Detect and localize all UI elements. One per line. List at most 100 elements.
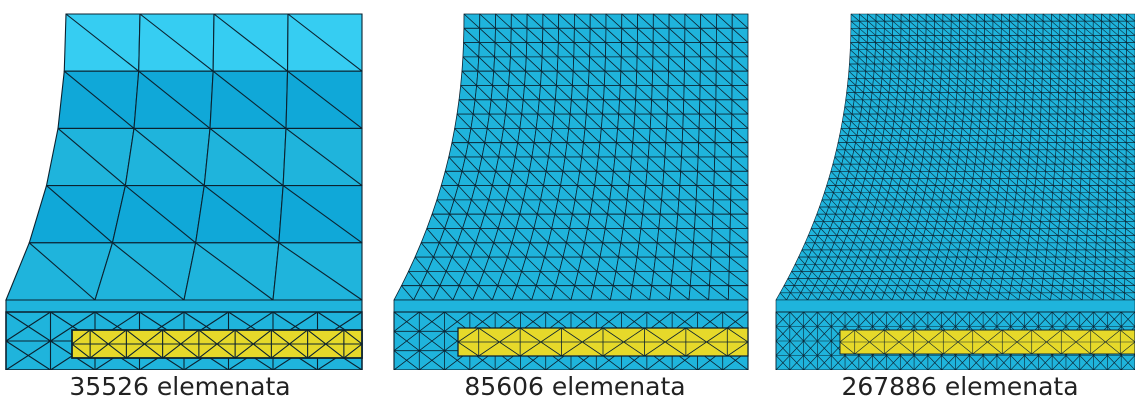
mesh-diagonal <box>976 256 986 265</box>
mesh-diagonal <box>433 256 447 272</box>
mesh-diagonal <box>1109 28 1119 36</box>
mesh-diagonal <box>850 121 859 129</box>
mesh-diagonal <box>895 106 904 115</box>
mesh-diagonal <box>974 70 984 79</box>
mesh-diagonal <box>1000 56 1010 65</box>
mesh-diagonal <box>878 192 887 201</box>
mesh-diagonal <box>894 113 903 122</box>
base-diagonal <box>817 311 832 327</box>
mesh-diagonal <box>832 221 840 229</box>
mesh-diagonal <box>684 42 701 58</box>
mesh-diagonal <box>1125 249 1135 258</box>
mesh-diagonal <box>581 156 597 172</box>
mesh-diagonal <box>984 28 994 36</box>
mesh-diagonal <box>478 171 493 186</box>
mesh-diagonal <box>1117 106 1127 115</box>
base-diagonal <box>1065 311 1080 327</box>
mesh-diagonal <box>864 264 873 272</box>
mesh-diagonal <box>728 285 749 301</box>
mesh-diagonal <box>672 271 691 287</box>
mesh-diagonal <box>558 13 575 29</box>
mesh-diagonal <box>964 221 974 229</box>
mesh-diagonal <box>599 256 617 272</box>
mesh-diagonal <box>933 142 943 151</box>
mesh-diagonal <box>892 271 901 279</box>
mesh-diagonal <box>1049 113 1058 122</box>
mesh-diagonal <box>804 285 812 294</box>
mesh-diagonal <box>1101 70 1110 79</box>
mesh-diagonal <box>941 56 951 65</box>
mesh-diagonal <box>589 56 606 72</box>
mesh-diagonal <box>901 128 910 136</box>
mesh-diagonal <box>871 149 880 158</box>
mesh-diagonal <box>557 70 573 86</box>
mesh-diagonal <box>478 56 495 72</box>
mesh-diagonal <box>1109 78 1119 86</box>
mesh-diagonal <box>904 199 913 208</box>
mesh-diagonal <box>840 199 848 208</box>
mesh-diagonal <box>1026 20 1035 29</box>
mesh-diagonal <box>1092 85 1102 93</box>
mesh-diagonal <box>680 171 698 186</box>
mesh-diagonal <box>683 113 700 129</box>
mesh-diagonal <box>831 271 840 279</box>
mesh-diagonal <box>1118 20 1127 29</box>
mesh-diagonal <box>940 242 950 251</box>
mesh-diagonal <box>992 163 1002 172</box>
mesh-diagonal <box>1001 20 1010 29</box>
mesh-diagonal <box>916 63 925 72</box>
mesh-diagonal <box>1030 135 1040 143</box>
mesh-diagonal <box>898 142 907 151</box>
mesh-diagonal <box>859 278 867 286</box>
mesh-cell <box>203 127 287 187</box>
mesh-diagonal <box>1105 235 1116 244</box>
mesh-diagonal <box>593 285 611 301</box>
mesh-diagonal <box>677 213 695 229</box>
mesh-diagonal <box>978 292 988 301</box>
mesh-diagonal <box>139 13 214 72</box>
mesh-diagonal <box>1076 20 1086 29</box>
mesh-diagonal <box>1017 56 1026 65</box>
mesh-diagonal <box>866 56 875 65</box>
mesh-diagonal <box>999 292 1009 301</box>
mesh-diagonal <box>1099 163 1109 172</box>
mesh-diagonal <box>1098 178 1108 186</box>
mesh-diagonal <box>836 235 845 244</box>
mesh-diagonal <box>961 128 971 136</box>
mesh-diagonal <box>1061 192 1071 201</box>
mesh-diagonal <box>849 56 858 65</box>
mesh-diagonal <box>926 135 935 143</box>
mesh-diagonal <box>873 178 882 186</box>
mesh-diagonal <box>1058 78 1068 86</box>
mesh-diagonal <box>925 28 935 36</box>
mesh-diagonal <box>1068 221 1079 229</box>
mesh-diagonal <box>869 113 877 122</box>
mesh-diagonal <box>1007 99 1016 108</box>
mesh-diagonal <box>484 213 499 229</box>
mesh-diagonal <box>1051 292 1062 301</box>
mesh-diagonal <box>951 20 960 29</box>
mesh-diagonal <box>890 78 899 86</box>
mesh-diagonal <box>1091 142 1101 151</box>
mesh-diagonal <box>463 28 480 43</box>
mesh-diagonal <box>897 256 906 265</box>
mesh-diagonal <box>835 213 843 222</box>
mesh-diagonal <box>494 56 510 72</box>
mesh-diagonal <box>930 163 939 172</box>
mesh-diagonal <box>195 242 274 301</box>
mesh-diagonal <box>1023 106 1033 115</box>
mesh-diagonal <box>1018 171 1028 179</box>
mesh-diagonal <box>1049 99 1059 108</box>
mesh-diagonal <box>1063 171 1073 179</box>
mesh-diagonal <box>883 35 893 43</box>
mesh-diagonal <box>1048 128 1057 136</box>
mesh-diagonal <box>797 278 805 286</box>
mesh-diagonal <box>866 171 875 179</box>
mesh-diagonal <box>731 42 749 58</box>
yellow-strip <box>71 329 363 359</box>
mesh-diagonal <box>1093 28 1102 36</box>
mesh-panel-medium <box>388 0 758 370</box>
base-diagonal <box>886 311 901 327</box>
mesh-diagonal <box>588 85 604 101</box>
mesh-diagonal <box>700 42 717 58</box>
